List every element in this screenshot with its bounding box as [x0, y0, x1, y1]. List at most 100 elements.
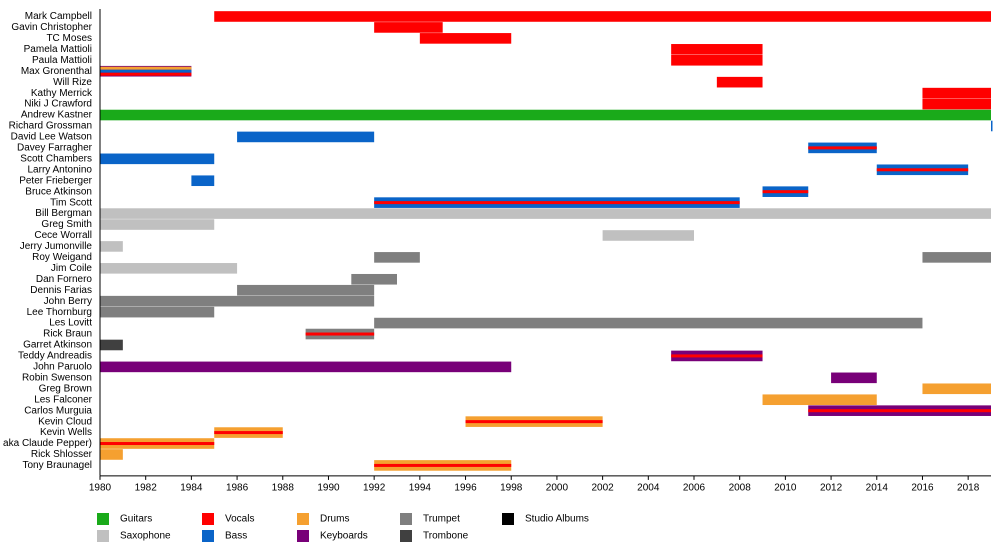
member-label: Gavin Christopher — [11, 22, 92, 33]
member-label: Bruce Atkinson — [25, 186, 92, 197]
role-stripe — [808, 146, 877, 150]
member-bar — [100, 449, 123, 460]
member-bar — [922, 98, 991, 110]
member-bar — [922, 383, 991, 395]
member-label: Mark Campbell — [25, 11, 92, 22]
member-bar — [100, 241, 123, 252]
member-bar — [831, 372, 877, 384]
legend-swatch — [400, 530, 412, 542]
role-stripe — [465, 420, 603, 424]
legend-swatch — [97, 513, 109, 525]
member-bar — [100, 306, 215, 318]
member-label: Les Lovitt — [49, 318, 92, 329]
legend-label: Bass — [225, 531, 247, 542]
x-tick-label: 1994 — [409, 483, 432, 494]
member-label: Kathy Merrick — [31, 88, 93, 99]
member-label: Teddy Andreadis — [18, 351, 92, 362]
member-bar — [214, 11, 991, 22]
member-label: Cece Worrall — [34, 230, 92, 241]
role-stripe — [762, 190, 809, 194]
legend-swatch — [202, 530, 214, 542]
legend-label: Guitars — [120, 514, 152, 525]
legend-label: Drums — [320, 514, 349, 525]
x-tick-label: 2010 — [774, 483, 797, 494]
member-bar — [374, 22, 443, 33]
member-label: Davey Farragher — [17, 143, 93, 154]
role-stripe — [305, 332, 375, 336]
member-label: aka Claude Pepper) — [3, 438, 92, 449]
x-tick-label: 2008 — [729, 483, 752, 494]
member-label: Dan Fornero — [36, 274, 93, 285]
member-label: Les Falconer — [34, 394, 92, 405]
member-label: Rick Shlosser — [31, 449, 93, 460]
member-bar — [100, 109, 991, 121]
member-bar — [671, 54, 763, 66]
x-tick-label: 2018 — [957, 483, 980, 494]
member-label: Roy Weigand — [32, 252, 92, 263]
member-label: Kevin Cloud — [38, 416, 92, 427]
legend-swatch — [297, 513, 309, 525]
member-bar — [100, 153, 215, 165]
member-bar — [419, 33, 512, 44]
x-tick-label: 1992 — [363, 483, 386, 494]
role-stripe — [214, 431, 283, 435]
member-bar — [602, 230, 694, 241]
member-bar — [922, 252, 991, 263]
member-label: Will Rize — [53, 77, 92, 88]
member-label: Richard Grossman — [9, 121, 92, 132]
legend-label: Keyboards — [320, 531, 368, 542]
member-bar — [351, 273, 397, 285]
member-label: Scott Chambers — [20, 153, 92, 164]
member-label: Pamela Mattioli — [24, 44, 92, 55]
x-tick-label: 2012 — [820, 483, 843, 494]
member-label: David Lee Watson — [11, 132, 92, 143]
member-label: Greg Smith — [41, 219, 92, 230]
role-stripe — [100, 442, 215, 446]
member-label: Rick Braun — [43, 329, 92, 340]
legend-swatch — [97, 530, 109, 542]
role-stripe — [100, 66, 192, 70]
legend-swatch — [297, 530, 309, 542]
member-bar — [237, 284, 375, 296]
member-label: Andrew Kastner — [21, 110, 93, 121]
x-tick-label: 2002 — [591, 483, 614, 494]
role-stripe — [100, 69, 192, 73]
role-stripe — [374, 201, 740, 205]
member-label: TC Moses — [46, 33, 92, 44]
member-label: Greg Brown — [39, 383, 92, 394]
member-bar — [671, 44, 763, 55]
member-bar — [991, 120, 993, 132]
role-stripe — [100, 72, 192, 76]
x-tick-label: 2006 — [683, 483, 706, 494]
x-tick-label: 2014 — [866, 483, 889, 494]
role-stripe — [671, 354, 763, 358]
member-label: Jerry Jumonville — [20, 241, 93, 252]
x-tick-label: 2004 — [637, 483, 660, 494]
x-tick-label: 1996 — [454, 483, 477, 494]
member-label: Jim Coile — [51, 263, 93, 274]
member-label: John Paruolo — [33, 362, 92, 373]
member-label: Niki J Crawford — [24, 99, 92, 110]
member-label: Tony Braunagel — [23, 460, 93, 471]
member-label: Carlos Murguia — [24, 405, 92, 416]
legend-swatch — [502, 513, 514, 525]
member-bar — [100, 295, 375, 307]
member-label: Dennis Farias — [30, 285, 92, 296]
member-bar — [374, 252, 420, 263]
member-bar — [100, 339, 123, 351]
x-tick-label: 1980 — [89, 483, 112, 494]
legend-label: Trombone — [423, 531, 469, 542]
legend-swatch — [202, 513, 214, 525]
member-bar — [922, 87, 991, 99]
role-stripe — [876, 168, 969, 172]
member-bar — [100, 208, 991, 219]
member-label: John Berry — [44, 296, 92, 307]
legend-swatch — [400, 513, 412, 525]
x-tick-label: 2000 — [546, 483, 569, 494]
member-label: Paula Mattioli — [32, 55, 92, 66]
member-label: Bill Bergman — [35, 208, 92, 219]
member-bar — [100, 361, 512, 373]
member-bar — [716, 76, 763, 88]
member-label: Garret Atkinson — [23, 340, 92, 351]
x-tick-label: 1984 — [180, 483, 203, 494]
